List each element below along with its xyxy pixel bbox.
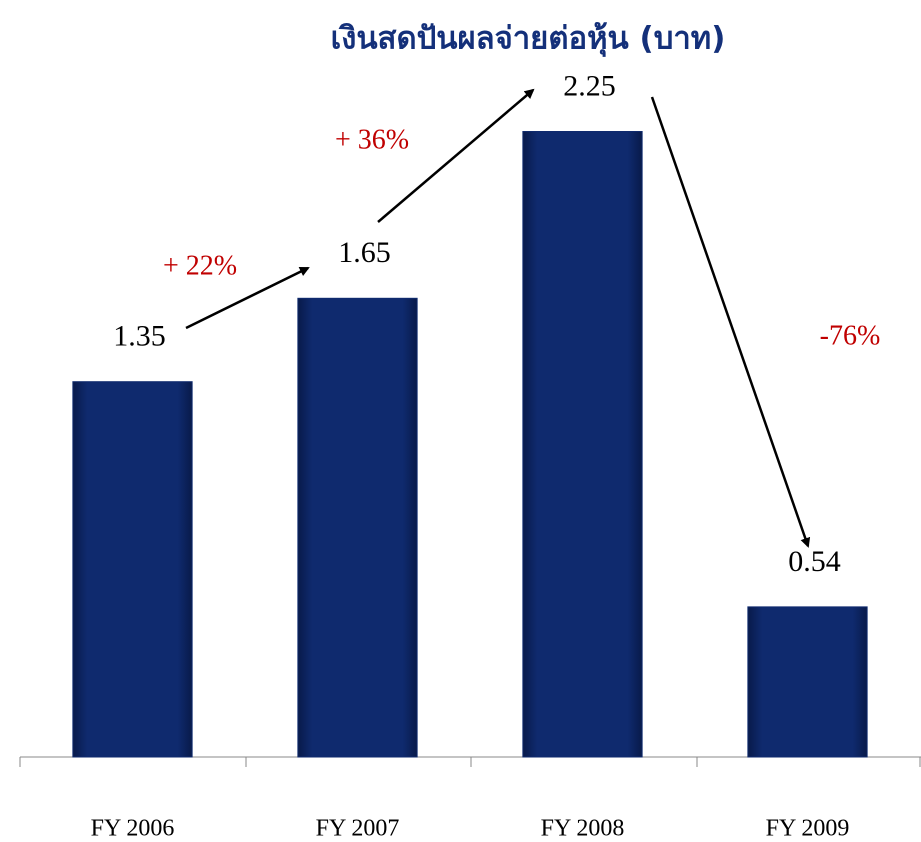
annotation: -76%	[820, 320, 881, 351]
x-tick-label: FY 2006	[91, 816, 175, 842]
arrow	[377, 88, 535, 223]
x-tick-label: FY 2007	[316, 816, 400, 842]
arrow	[650, 96, 811, 548]
value-label: 1.35	[113, 320, 166, 353]
bar	[72, 381, 193, 758]
value-label: 0.54	[788, 545, 841, 578]
arrow	[185, 266, 310, 330]
annotation: + 36%	[335, 124, 409, 155]
annotation: + 22%	[163, 250, 237, 281]
chart-title: เงินสดปันผลจ่ายต่อหุ้น (บาท)	[331, 21, 726, 58]
x-tick-label: FY 2009	[766, 816, 850, 842]
bar	[297, 297, 418, 758]
bar	[522, 131, 643, 758]
bar	[747, 606, 868, 758]
x-axis-ticks	[19, 757, 921, 767]
value-label: 1.65	[338, 236, 391, 269]
trend-arrows	[185, 88, 811, 548]
x-tick-label: FY 2008	[541, 816, 625, 842]
value-label: 2.25	[563, 69, 616, 102]
